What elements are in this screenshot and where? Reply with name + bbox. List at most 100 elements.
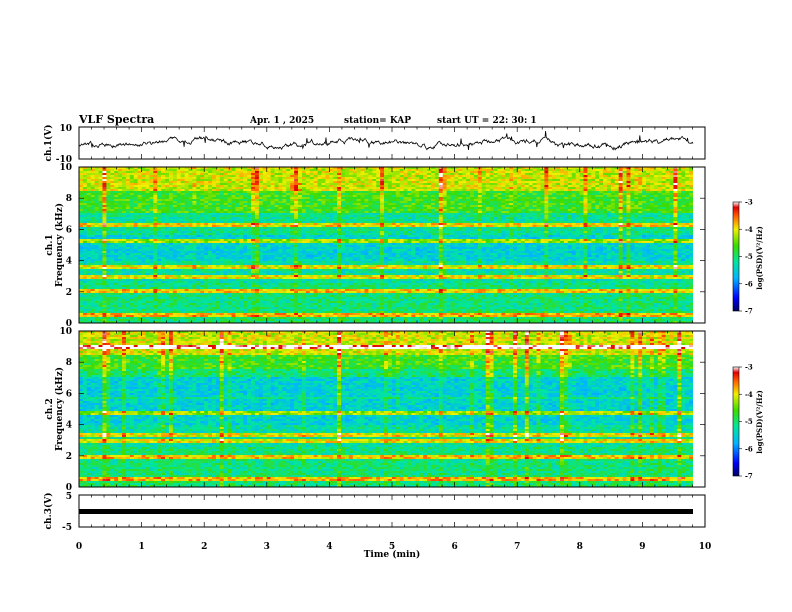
spectrogram-cell [392, 215, 396, 217]
spectrogram-cell [540, 205, 544, 207]
spectrogram-cell [685, 211, 689, 213]
spectrogram-cell [341, 209, 345, 211]
spectrogram-cell [220, 207, 224, 209]
spectrogram-cell [595, 177, 599, 179]
spectrogram-cell [419, 227, 423, 229]
spectrogram-cell [431, 219, 435, 221]
spectrogram-cell [372, 189, 376, 191]
spectrogram-cell [247, 205, 251, 207]
spectrogram-cell [216, 201, 220, 203]
spectrogram-cell [235, 189, 239, 191]
spectrogram-cell [670, 169, 674, 171]
spectrogram-cell [392, 225, 396, 227]
spectrogram-cell [149, 181, 153, 183]
spectrogram-cell [161, 171, 165, 173]
spectrogram-cell [630, 209, 634, 211]
spectrogram-cell [552, 203, 556, 205]
spectrogram-cell [263, 181, 267, 183]
spectrogram-cell [599, 171, 603, 173]
spectrogram-cell [153, 209, 157, 211]
spectrogram-cell [599, 219, 603, 221]
spectrogram-cell [372, 223, 376, 225]
spectrogram-cell [341, 183, 345, 185]
spectrogram-cell [435, 227, 439, 229]
spectrogram-cell [173, 183, 177, 185]
spectrogram-cell [415, 169, 419, 171]
spectrogram-cell [443, 171, 447, 173]
spectrogram-cell [361, 203, 365, 205]
spectrogram-cell [282, 201, 286, 203]
spectrogram-cell [576, 191, 580, 193]
spectrogram-cell [290, 173, 294, 175]
spectrogram-cell [126, 185, 130, 187]
spectrogram-cell [564, 183, 568, 185]
spectrogram-cell [384, 177, 388, 179]
spectrogram-cell [341, 217, 345, 219]
spectrogram-cell [685, 215, 689, 217]
spectrogram-cell [615, 223, 619, 225]
spectrogram-cell [298, 185, 302, 187]
spectrogram-cell [232, 187, 236, 189]
spectrogram-cell [145, 211, 149, 213]
spectrogram-cell [509, 191, 513, 193]
spectrogram-cell [427, 197, 431, 199]
spectrogram-cell [560, 215, 564, 217]
spectrogram-cell [114, 209, 118, 211]
spectrogram-cell [177, 171, 181, 173]
spectrogram-cell [169, 211, 173, 213]
spectrogram-cell [200, 213, 204, 215]
spectrogram-cell [439, 179, 443, 181]
spectrogram-cell [454, 213, 458, 215]
spectrogram-cell [333, 189, 337, 191]
spectrogram-cell [556, 217, 560, 219]
spectrogram-cell [396, 197, 400, 199]
spectrogram-cell [95, 173, 99, 175]
spectrogram-cell [599, 211, 603, 213]
spectrogram-cell [255, 209, 259, 211]
spectrogram-cell [634, 215, 638, 217]
spectrogram-cell [310, 209, 314, 211]
spectrogram-cell [361, 177, 365, 179]
spectrogram-cell [654, 193, 658, 195]
spectrogram-cell [650, 197, 654, 199]
spectrogram-cell [239, 217, 243, 219]
spectrogram-cell [134, 195, 138, 197]
spectrogram-cell [302, 179, 306, 181]
spectrogram-cell [364, 187, 368, 189]
spectrogram-cell [411, 223, 415, 225]
spectrogram-cell [157, 185, 161, 187]
spectrogram-cell [505, 225, 509, 227]
spectrogram-cell [208, 221, 212, 223]
spectrogram-cell [415, 225, 419, 227]
spectrogram-cell [220, 227, 224, 229]
spectrogram-cell [177, 189, 181, 191]
spectrogram-cell [494, 227, 498, 229]
spectrogram-cell [349, 173, 353, 175]
spectrogram-cell [458, 169, 462, 171]
spectrogram-cell [509, 225, 513, 227]
spectrogram-cell [564, 217, 568, 219]
spectrogram-cell [568, 191, 572, 193]
spectrogram-cell [388, 223, 392, 225]
spectrogram-cell [114, 211, 118, 213]
spectrogram-cell [361, 215, 365, 217]
spectrogram-cell [220, 219, 224, 221]
spectrogram-cell [134, 197, 138, 199]
spectrogram-cell [564, 209, 568, 211]
spectrogram-cell [490, 201, 494, 203]
spectrogram-cell [462, 219, 466, 221]
spectrogram-cell [677, 205, 681, 207]
spectrogram-cell [587, 187, 591, 189]
spectrogram-cell [595, 171, 599, 173]
spectrogram-cell [634, 195, 638, 197]
spectrogram-cell [220, 171, 224, 173]
spectrogram-cell [130, 193, 134, 195]
spectrogram-cell [681, 205, 685, 207]
spectrogram-cell [509, 195, 513, 197]
spectrogram-cell [357, 197, 361, 199]
spectrogram-cell [345, 209, 349, 211]
spectrogram-cell [623, 213, 627, 215]
spectrogram-cell [595, 209, 599, 211]
spectrogram-cell [627, 175, 631, 177]
spectrogram-cell [670, 209, 674, 211]
